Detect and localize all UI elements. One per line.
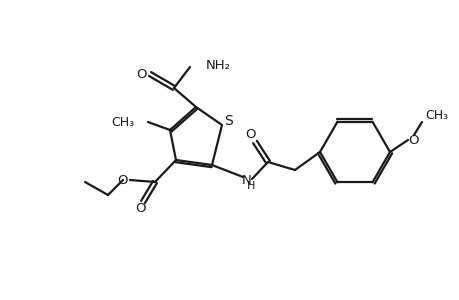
Text: O: O [135, 202, 146, 215]
Text: NH₂: NH₂ [206, 58, 230, 71]
Text: O: O [118, 173, 128, 187]
Text: O: O [408, 134, 418, 146]
Text: H: H [246, 181, 255, 191]
Text: CH₃: CH₃ [111, 116, 134, 128]
Text: O: O [245, 128, 256, 140]
Text: CH₃: CH₃ [424, 109, 447, 122]
Text: N: N [241, 173, 252, 187]
Text: S: S [224, 114, 233, 128]
Text: O: O [136, 68, 147, 80]
